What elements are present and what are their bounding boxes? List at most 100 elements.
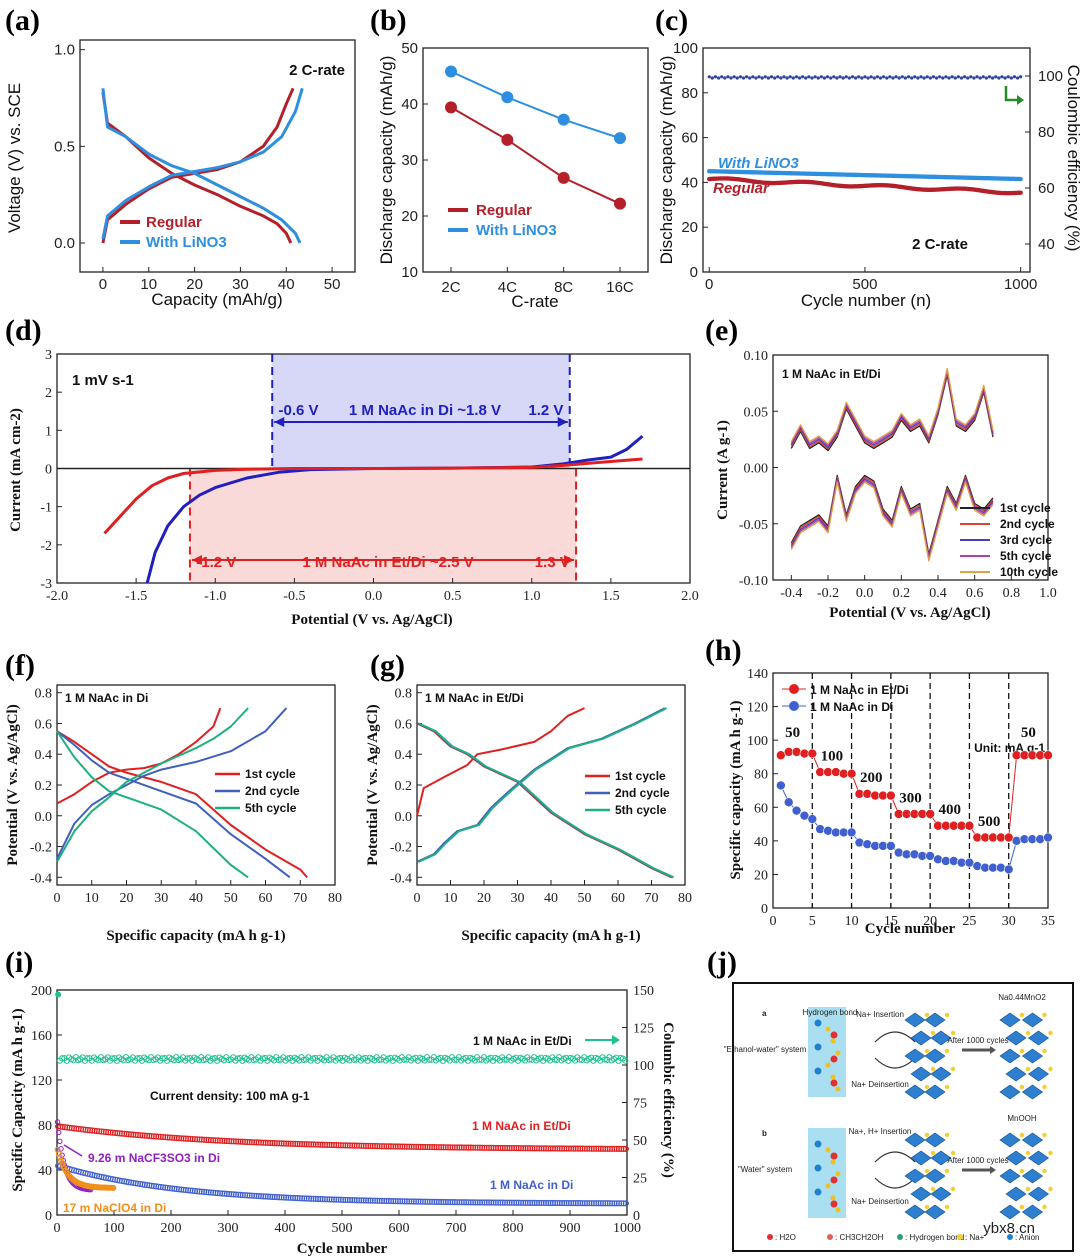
cv-upper-4 (790, 367, 994, 445)
y-tick-label: 50 (401, 40, 418, 57)
ce-point (922, 76, 926, 80)
y-tick-label: 100 (747, 734, 768, 749)
capacity-point (56, 1154, 63, 1161)
capacity-point (289, 1194, 297, 1202)
capacity-point (61, 1124, 69, 1131)
mno6-octahedron (1021, 1084, 1044, 1100)
capacity-point (490, 1199, 497, 1206)
x-tick-label: 40 (544, 891, 558, 906)
panel-e-xlabel: Potential (V vs. Ag/AgCl) (829, 605, 990, 621)
discharge-curve-1 (417, 722, 674, 879)
capacity-point (228, 1138, 235, 1145)
ce-point (838, 75, 842, 79)
ce-point (1009, 76, 1013, 80)
capacity-point (520, 1199, 527, 1206)
capacity-point (511, 1145, 518, 1152)
capacity-point (615, 1145, 623, 1152)
capacity-point (219, 1137, 226, 1144)
ce-point (959, 76, 964, 80)
na-ion (930, 1030, 936, 1036)
capacity-point (545, 1145, 552, 1152)
capacity-point (125, 1131, 132, 1138)
capacity-point (257, 1139, 265, 1146)
panel-h-unit: Unit: mA g-1 (974, 741, 1045, 755)
x-tick-label: 0 (99, 276, 107, 293)
x-tick-label: 0.8 (1003, 586, 1021, 601)
capacity-point (609, 1200, 616, 1207)
data-point (557, 113, 570, 126)
capacity-point (581, 1145, 588, 1152)
legend-swatch (767, 1234, 773, 1240)
ce-point (975, 75, 979, 79)
ce-point (797, 76, 802, 80)
capacity-point (324, 1141, 331, 1148)
capacity-point (134, 1131, 142, 1139)
mno6-octahedron (910, 1066, 932, 1082)
capacity-point (565, 1145, 572, 1152)
capacity-point (554, 1199, 561, 1207)
mno6-octahedron (930, 1066, 952, 1082)
ion-marker (814, 1019, 822, 1027)
capacity-point (602, 1145, 609, 1152)
capacity-point (618, 1145, 625, 1152)
ce-point (300, 1056, 307, 1064)
data-point (925, 809, 935, 819)
capacity-point (180, 1186, 187, 1193)
x-tick-label: 500 (852, 276, 877, 293)
panel-label-b: (b) (370, 4, 407, 37)
data-point (893, 847, 904, 858)
capacity-point (444, 1198, 452, 1206)
capacity-point (385, 1197, 392, 1205)
legend-label: 1st cycle (615, 769, 666, 783)
data-point (854, 837, 865, 848)
legend-label: : CH3CH2OH (835, 1233, 884, 1242)
capacity-point (267, 1193, 274, 1200)
y-tick-label: 0.10 (744, 349, 769, 364)
y-tick-label: 60 (754, 801, 768, 816)
capacity-point (137, 1132, 144, 1139)
ion-marker (835, 1171, 841, 1177)
y-tick-label: 0.6 (395, 717, 413, 732)
legend-swatch (789, 701, 799, 711)
capacity-point (353, 1142, 360, 1149)
capacity-point (463, 1144, 470, 1151)
capacity-point (255, 1192, 262, 1200)
mno6-octahedron (904, 1204, 926, 1220)
capacity-point (112, 1176, 119, 1183)
capacity-point (545, 1199, 552, 1207)
capacity-point (456, 1144, 463, 1151)
na-ion (944, 1048, 950, 1054)
ce-point (622, 1057, 629, 1064)
x-tick-label: -0.2 (817, 586, 839, 601)
data-point (807, 814, 818, 824)
label-etdi-ce: 1 M NaAc in Et/Di (473, 1034, 572, 1048)
ce-point (919, 75, 923, 79)
data-point (823, 825, 833, 836)
capacity-point (153, 1183, 160, 1190)
y-tick-label: 0.0 (395, 810, 413, 825)
ce-point (906, 75, 911, 79)
capacity-point (66, 1124, 73, 1131)
mno6-octahedron (904, 1012, 926, 1028)
row-b-label: b (762, 1129, 767, 1138)
ion-marker (835, 1050, 841, 1056)
panel-a-frame (79, 39, 356, 273)
capacity-point (344, 1142, 351, 1149)
capacity-point (340, 1142, 347, 1149)
ce-point (944, 75, 948, 79)
ce-point (894, 75, 898, 79)
capacity-point (369, 1142, 376, 1150)
capacity-point (522, 1145, 529, 1152)
capacity-point (426, 1198, 433, 1205)
capacity-point (561, 1199, 568, 1207)
na-ion (944, 1168, 950, 1174)
capacity-point (467, 1199, 474, 1206)
capacity-point (501, 1144, 509, 1152)
legend-label: 2nd cycle (245, 784, 300, 798)
capacity-point (319, 1196, 326, 1203)
capacity-point (157, 1183, 164, 1191)
capacity-point (121, 1130, 128, 1137)
capacity-point (187, 1187, 194, 1194)
capacity-point (189, 1135, 196, 1143)
capacity-point (406, 1198, 413, 1205)
